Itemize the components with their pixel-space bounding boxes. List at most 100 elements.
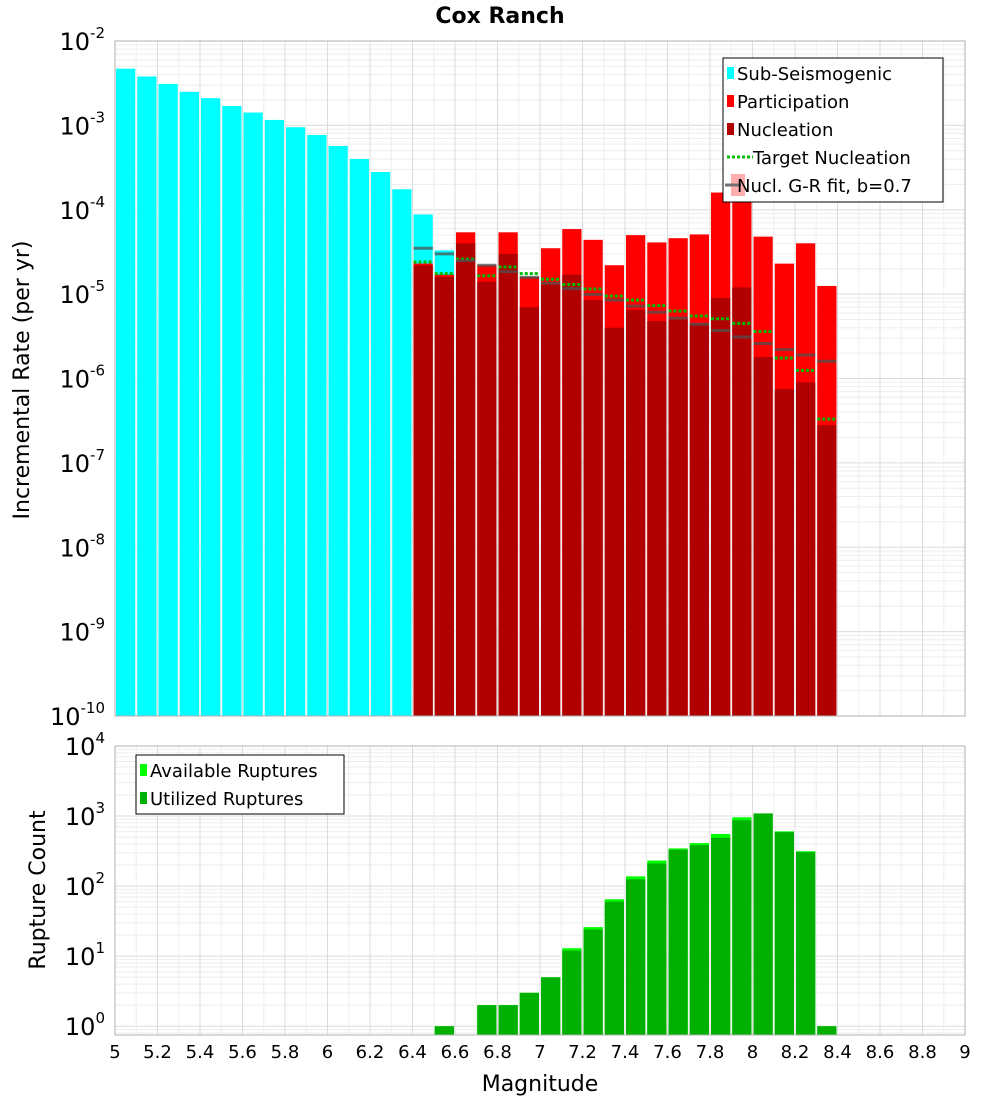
legend-box [135, 754, 345, 815]
bar [158, 83, 178, 716]
bar [668, 849, 688, 1035]
y-tick-label: 10-4 [59, 193, 105, 225]
y-tick-label: 103 [65, 799, 105, 831]
bar [626, 309, 646, 716]
legend-swatch [727, 123, 734, 135]
x-tick-label: 6.6 [441, 1042, 470, 1063]
legend-label: Utilized Ruptures [150, 789, 303, 810]
legend-label: Participation [737, 92, 849, 113]
bar [562, 274, 582, 716]
bar [796, 382, 816, 716]
bar [222, 105, 242, 717]
bar [477, 1005, 497, 1035]
x-tick-label: 5.8 [271, 1042, 300, 1063]
y-tick-label: 10-10 [50, 699, 105, 731]
bar [796, 852, 816, 1035]
y-tick-label: 10-5 [59, 277, 105, 309]
bar [604, 327, 624, 716]
bar [689, 323, 709, 716]
legend-label: Available Ruptures [150, 761, 318, 782]
bar [179, 91, 199, 716]
legend-label: Nucleation [737, 120, 833, 141]
y-tick-label: 10-9 [59, 615, 105, 647]
legend-label: Nucl. G-R fit, b=0.7 [737, 176, 912, 197]
bar [286, 127, 306, 716]
y-tick-label: 10-3 [59, 108, 105, 140]
bar [583, 300, 603, 716]
bar [711, 837, 731, 1035]
bar [689, 845, 709, 1035]
x-tick-label: 6.4 [398, 1042, 427, 1063]
series-nucleation [413, 243, 837, 717]
bar [328, 145, 348, 717]
legend-swatch [140, 764, 147, 776]
bar [137, 76, 157, 717]
bar [541, 284, 561, 716]
bar [583, 929, 603, 1035]
bar [371, 172, 391, 716]
bar [541, 977, 561, 1035]
legend-p1: Available Ruptures Utilized Ruptures [135, 754, 345, 815]
bar [434, 1026, 454, 1035]
bar [413, 265, 433, 716]
plot-frame-p1 [114, 745, 966, 1036]
bar [456, 243, 476, 717]
legend-label: Target Nucleation [752, 148, 911, 169]
x-tick-label: 7 [534, 1042, 545, 1063]
chart-title: Cox Ranch [435, 4, 564, 29]
bar [519, 992, 539, 1035]
bar [753, 356, 773, 716]
y-tick-label: 10-2 [59, 24, 105, 56]
bar [349, 158, 369, 717]
x-tick-label: 9 [959, 1042, 970, 1063]
x-tick-label: 7.8 [696, 1042, 725, 1063]
bar [498, 253, 518, 716]
bar [243, 112, 263, 716]
plot-frame-p0 [114, 40, 966, 717]
legend-box [722, 57, 944, 203]
bar [477, 281, 497, 716]
y-tick-label: 10-7 [59, 446, 105, 478]
x-tick-label: 8.4 [823, 1042, 852, 1063]
series-utilized-ruptures [434, 813, 837, 1035]
bar [732, 820, 752, 1035]
x-tick-label: 8 [747, 1042, 758, 1063]
y-tick-label: 10-8 [59, 530, 105, 562]
legend-swatch [727, 95, 734, 107]
bar [711, 297, 731, 716]
bar [753, 813, 773, 1035]
x-tick-label: 8.6 [866, 1042, 895, 1063]
x-tick-label: 5.4 [186, 1042, 215, 1063]
legend-p0: Sub-Seismogenic Participation Nucleation T… [722, 57, 944, 203]
bar [498, 1005, 518, 1035]
x-tick-label: 7.6 [653, 1042, 682, 1063]
bar [116, 68, 136, 716]
x-tick-label: 5 [109, 1042, 120, 1063]
bar [519, 307, 539, 716]
x-tick-label: 5.6 [228, 1042, 257, 1063]
bar [201, 98, 221, 716]
bar [647, 863, 667, 1035]
y-tick-label: 101 [65, 939, 105, 971]
x-tick-label: 8.2 [781, 1042, 810, 1063]
y-tick-label: 104 [65, 729, 105, 761]
bar [264, 119, 284, 717]
bar [307, 134, 327, 717]
bar [732, 287, 752, 716]
bar [668, 319, 688, 716]
top-y-axis-label: Incremental Rate (per yr) [10, 241, 35, 520]
x-axis-label: Magnitude [482, 1072, 599, 1097]
legend-swatch [727, 67, 734, 79]
legend-swatch [140, 792, 147, 804]
x-tick-label: 8.8 [908, 1042, 937, 1063]
bar [774, 832, 794, 1035]
series-nucl-g-r-fit-b-0-7 [413, 246, 837, 363]
x-tick-label: 5.2 [143, 1042, 172, 1063]
bar [604, 901, 624, 1035]
y-tick-label: 10-6 [59, 362, 105, 394]
bar [817, 425, 837, 716]
bar [562, 950, 582, 1035]
y-tick-label: 100 [65, 1009, 105, 1041]
bar [392, 189, 412, 717]
